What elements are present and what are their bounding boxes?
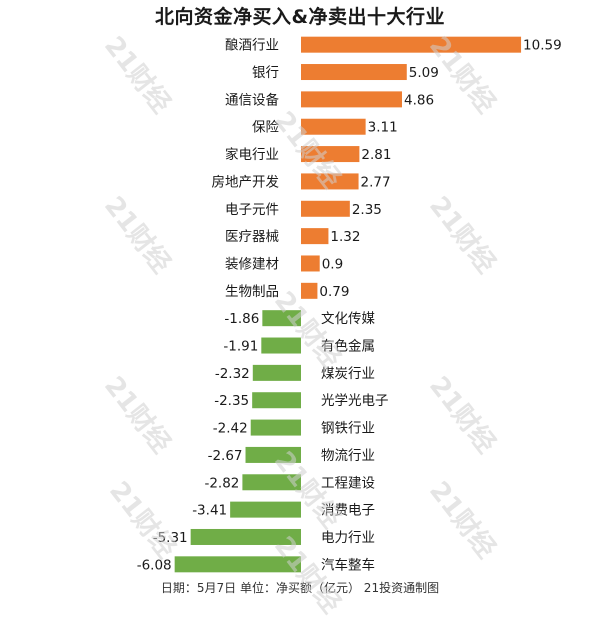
value-label: 0.79 xyxy=(319,284,349,300)
bar-光学光电子 xyxy=(252,392,301,409)
bar-房地产开发 xyxy=(301,173,359,190)
bar-有色金属 xyxy=(261,337,301,354)
category-label: 医疗器械 xyxy=(225,229,279,245)
category-label: 文化传媒 xyxy=(321,311,375,327)
bar-煤炭行业 xyxy=(252,364,301,381)
value-label: 0.9 xyxy=(322,256,343,272)
category-label: 光学光电子 xyxy=(321,393,389,409)
category-label: 电子元件 xyxy=(225,202,279,218)
value-label: -1.86 xyxy=(224,311,259,327)
value-label: -2.82 xyxy=(204,475,239,491)
value-label: -2.32 xyxy=(215,366,250,382)
value-label: 2.77 xyxy=(361,174,391,190)
value-label: -3.41 xyxy=(192,503,227,519)
bar-装修建材 xyxy=(301,255,320,272)
category-label: 电力行业 xyxy=(321,530,375,546)
value-label: -2.42 xyxy=(213,421,248,437)
bar-物流行业 xyxy=(245,446,301,463)
value-label: 2.81 xyxy=(361,147,391,163)
bar-医疗器械 xyxy=(301,228,329,245)
value-label: -2.35 xyxy=(214,393,249,409)
bar-通信设备 xyxy=(301,91,402,108)
category-label: 煤炭行业 xyxy=(321,366,375,382)
chart-footer: 日期：5月7日 单位：净买额（亿元） 21投资通制图 xyxy=(160,581,440,595)
category-label: 有色金属 xyxy=(321,338,375,355)
bar-生物制品 xyxy=(301,282,318,299)
bar-汽车整车 xyxy=(174,556,301,573)
bar-酿酒行业 xyxy=(301,36,522,53)
bar-银行 xyxy=(301,64,407,81)
category-label: 装修建材 xyxy=(225,256,279,272)
category-label: 汽车整车 xyxy=(321,556,375,573)
value-label: -6.08 xyxy=(137,557,172,573)
category-label: 家电行业 xyxy=(225,146,279,163)
bar-钢铁行业 xyxy=(250,419,301,436)
category-label: 酿酒行业 xyxy=(225,38,279,54)
bar-消费电子 xyxy=(230,501,301,518)
bar-文化传媒 xyxy=(262,310,301,327)
category-label: 钢铁行业 xyxy=(321,421,375,437)
category-label: 房地产开发 xyxy=(212,174,280,190)
value-label: 10.59 xyxy=(523,38,562,54)
chart-title: 北向资金净买入&净卖出十大行业 xyxy=(154,6,446,28)
category-label: 生物制品 xyxy=(225,284,279,300)
category-label: 保险 xyxy=(252,120,279,136)
bar-保险 xyxy=(301,118,366,135)
category-label: 消费电子 xyxy=(321,503,375,519)
bar-chart: 酿酒行业 10.59 银行 5.09 通信设备 4.86 保险 3.11 家电行业 2.81 房地产… xyxy=(137,36,562,573)
value-label: -2.67 xyxy=(208,448,243,464)
value-label: 3.11 xyxy=(368,120,398,136)
bar-电子元件 xyxy=(301,200,350,217)
category-label: 物流行业 xyxy=(321,448,375,464)
bar-工程建设 xyxy=(242,474,301,491)
value-label: 4.86 xyxy=(404,92,434,108)
category-label: 银行 xyxy=(252,65,279,81)
category-label: 工程建设 xyxy=(321,475,375,491)
value-label: 2.35 xyxy=(352,202,382,218)
category-label: 通信设备 xyxy=(225,91,279,108)
value-label: 1.32 xyxy=(330,229,360,245)
value-label: 5.09 xyxy=(409,65,439,81)
value-label: -1.91 xyxy=(223,339,258,355)
bar-家电行业 xyxy=(301,146,360,163)
bar-电力行业 xyxy=(190,528,301,545)
value-label: -5.31 xyxy=(153,530,188,546)
